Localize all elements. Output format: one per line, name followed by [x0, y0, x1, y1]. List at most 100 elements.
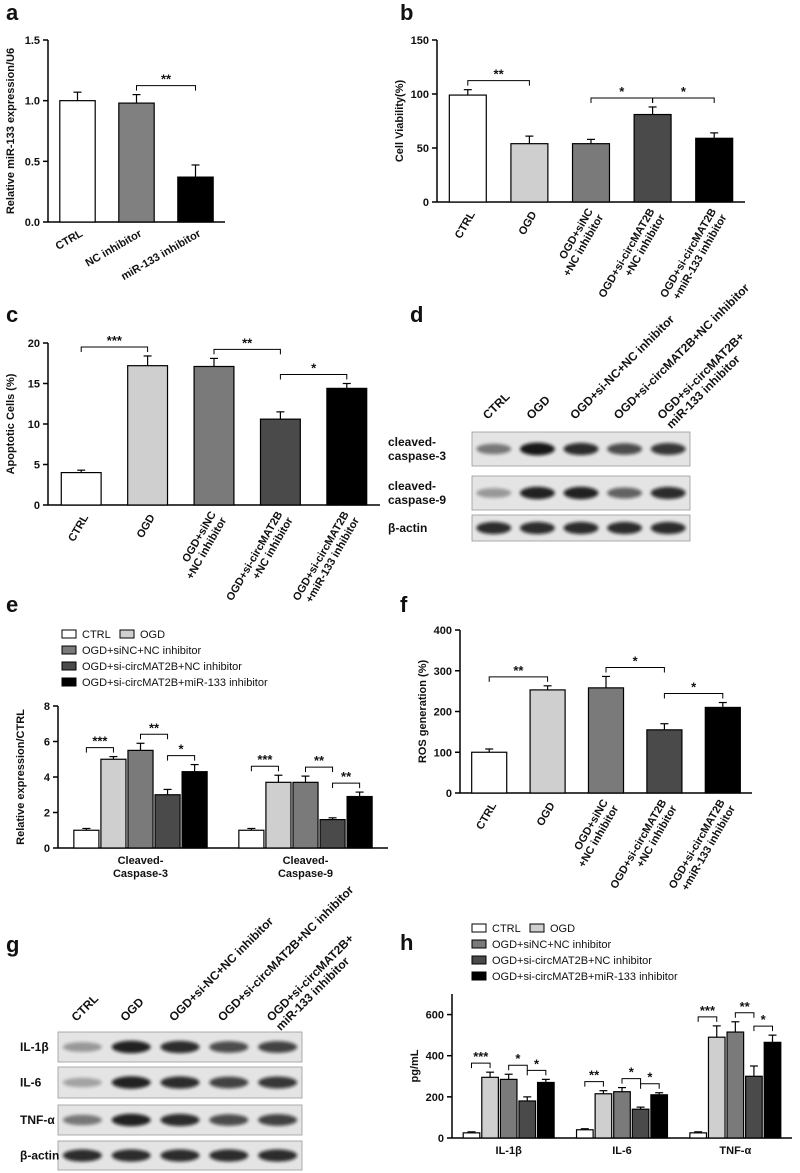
blot-band: [62, 1042, 102, 1052]
y-tick-label: 200: [426, 1092, 444, 1104]
x-tick-label-group: OGD+si-circMAT2B+miR-133 inhibitor: [291, 509, 363, 604]
bar: [346, 795, 373, 849]
lane-label-group: CTRL: [480, 390, 513, 423]
bar: [695, 137, 734, 203]
lane-label: OGD+si-circMAT2B+: [264, 931, 357, 1024]
significance-label: ***: [700, 1003, 716, 1018]
legend-swatch: [61, 661, 77, 671]
blot-band: [476, 521, 512, 535]
bar: [448, 94, 487, 203]
error-bar: [731, 1021, 740, 1033]
blot-band: [258, 1076, 298, 1089]
blot-band: [62, 1077, 102, 1088]
significance-bracket: [584, 1081, 604, 1087]
x-tick-label: OGD: [517, 209, 540, 237]
x-tick-label-group: OGD+siNC+NC inhibitor: [180, 509, 229, 581]
bar: [292, 781, 319, 849]
row-label: β-actin: [388, 521, 427, 535]
y-tick-label: 2: [44, 808, 50, 820]
bar: [587, 687, 625, 794]
significance-label: ***: [473, 1049, 489, 1064]
legend-label: OGD: [140, 629, 165, 641]
blot-band: [209, 1114, 249, 1126]
legend-swatch: [61, 645, 77, 655]
error-bar: [580, 1128, 589, 1130]
error-bar: [355, 791, 364, 797]
bar: [319, 818, 346, 849]
significance-bracket: [136, 85, 196, 91]
panel-letter: g: [6, 932, 19, 957]
x-tick-label: Cleaved-: [283, 855, 329, 867]
error-bar: [636, 1106, 645, 1110]
lane-label: CTRL: [69, 992, 102, 1025]
error-bar: [342, 382, 351, 389]
significance-label: **: [740, 999, 751, 1014]
y-axis-label: ROS generation (%): [417, 660, 429, 764]
lane-label-group: OGD: [117, 995, 146, 1024]
legend-swatch: [471, 955, 487, 965]
bar: [60, 472, 102, 506]
legend-label: OGD+si-circMAT2B+miR-133 inhibitor: [82, 677, 268, 689]
significance-bracket: [332, 782, 361, 789]
significance-bracket: [470, 1062, 491, 1069]
x-tick-label-group: CTRL: [54, 228, 86, 253]
x-tick-label: Cleaved-: [118, 855, 164, 867]
x-tick-label: OGD: [135, 512, 158, 540]
y-axis-label: Cell Viability(%): [394, 80, 406, 163]
legend-label: OGD: [550, 923, 575, 935]
error-bar: [712, 1025, 721, 1038]
legend-label: CTRL: [492, 923, 521, 935]
bar: [499, 1078, 518, 1139]
bar: [127, 749, 154, 849]
legend-swatch: [471, 939, 487, 949]
x-tick-label-group: OGD: [535, 800, 558, 828]
significance-label: **: [513, 663, 524, 678]
significance-bracket: [652, 97, 715, 103]
x-tick-label: CTRL: [474, 800, 499, 832]
bar: [193, 365, 235, 506]
significance-label: **: [341, 769, 352, 784]
bar: [594, 1093, 613, 1139]
lane-label-group: CTRL: [69, 992, 102, 1025]
y-tick-label: 400: [434, 625, 452, 637]
panel-letter: d: [410, 302, 423, 327]
bar: [536, 1081, 555, 1139]
y-tick-label: 1.5: [25, 35, 40, 47]
blot-band: [650, 443, 686, 455]
lane-label-group: OGD: [524, 393, 553, 422]
blot-band: [258, 1041, 298, 1053]
significance-label: **: [161, 72, 172, 87]
bar: [510, 143, 549, 203]
error-bar: [486, 1071, 495, 1078]
significance-label: *: [761, 1012, 767, 1027]
legend-label: OGD+siNC+NC inhibitor: [492, 939, 612, 951]
blot-band: [160, 1149, 200, 1162]
significance-label: *: [515, 1051, 521, 1066]
legend-label: OGD+si-circMAT2B+NC inhibitor: [492, 955, 652, 967]
panel-letter: b: [400, 0, 413, 25]
error-bar: [541, 1078, 550, 1083]
x-tick-label: TNF-α: [719, 1145, 751, 1157]
blot-band: [258, 1149, 298, 1162]
error-bar: [467, 1131, 476, 1133]
significance-label: *: [681, 84, 687, 99]
blot-band: [160, 1040, 200, 1054]
legend-swatch: [119, 629, 135, 639]
y-tick-label: 300: [434, 666, 452, 678]
error-bar: [618, 1086, 626, 1092]
lane-label-group: OGD+si-circMAT2B+miR-133 inhibitor: [654, 329, 747, 431]
blot-band: [476, 443, 512, 455]
significance-label: **: [242, 335, 253, 350]
blot-band: [209, 1076, 249, 1089]
bar: [462, 1132, 481, 1139]
y-tick-label: 0.5: [25, 156, 40, 168]
significance-bracket: [753, 1025, 774, 1032]
error-bar: [301, 775, 310, 783]
x-tick-label: CTRL: [453, 209, 478, 241]
bar: [763, 1041, 782, 1139]
panel-letter: f: [400, 592, 408, 617]
bar: [471, 751, 508, 794]
blot-band: [209, 1149, 249, 1162]
blot-band: [160, 1076, 200, 1089]
